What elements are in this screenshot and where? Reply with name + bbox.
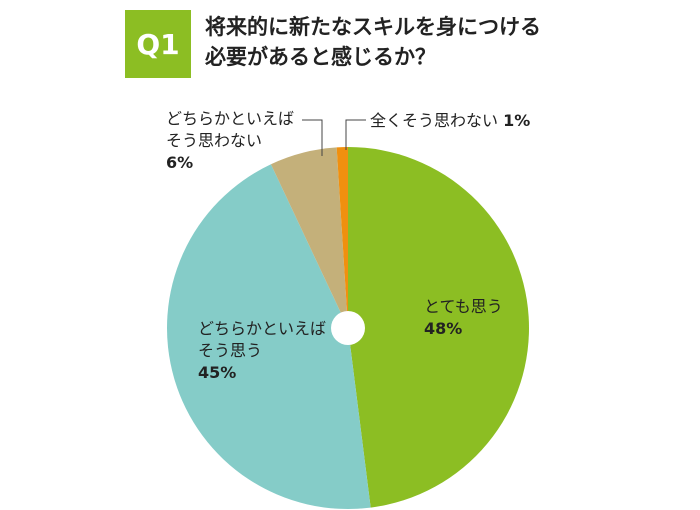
pie-slice: [336, 147, 348, 328]
leader-line: [345, 119, 366, 150]
center-hole: [331, 311, 365, 345]
pie-slice: [348, 147, 530, 508]
slice-value: 45%: [198, 363, 237, 382]
chart-title: 将来的に新たなスキルを身につける必要があると感じるか？: [205, 15, 541, 69]
slice-name: 全くそう思わない: [370, 111, 499, 130]
slice-label: とても思う 48%: [424, 296, 544, 340]
slice-name: どちらかといえばそう思わない: [166, 109, 295, 150]
question-badge: Q1: [125, 10, 191, 78]
slice-label: どちらかといえばそう思う 45%: [198, 318, 338, 384]
pie-slice: [270, 147, 348, 328]
slice-label: 全くそう思わない 1%: [370, 110, 570, 132]
pie-slice: [166, 164, 371, 509]
slice-value: 6%: [166, 153, 194, 172]
slice-name: どちらかといえばそう思う: [198, 319, 327, 360]
slice-value: 1%: [503, 111, 531, 130]
slice-value: 48%: [424, 319, 463, 338]
leader-line: [302, 119, 323, 156]
slice-name: とても思う: [424, 297, 503, 316]
slice-label: どちらかといえばそう思わない 6%: [166, 108, 306, 174]
